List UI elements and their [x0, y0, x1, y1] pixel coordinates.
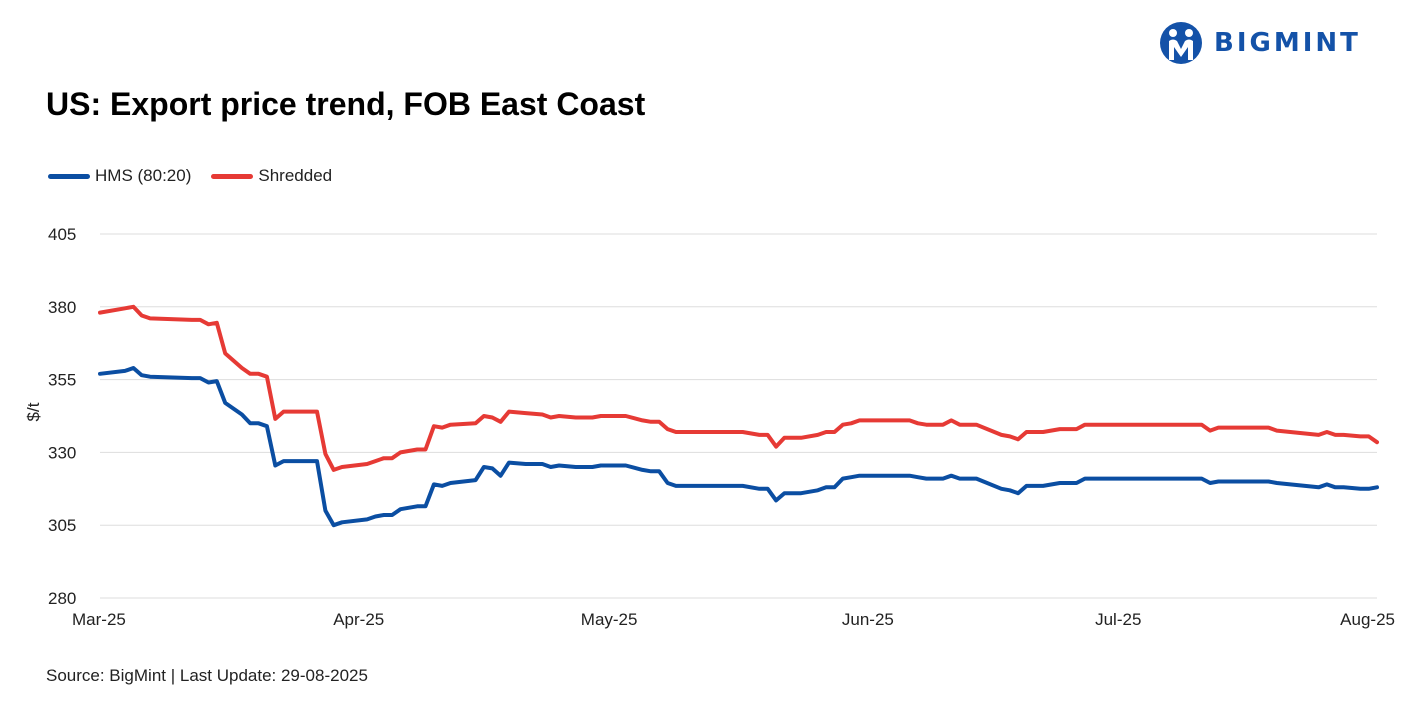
chart-title: US: Export price trend, FOB East Coast	[46, 86, 646, 122]
source-note: Source: BigMint | Last Update: 29-08-202…	[46, 666, 368, 685]
bigmint-logo: BIGMINT	[1158, 20, 1390, 66]
series-line-shredded	[98, 304, 1379, 472]
y-tick-label: 405	[48, 225, 76, 244]
x-tick-label: Mar-25	[72, 610, 126, 629]
legend-label-hms: HMS (80:20)	[95, 166, 192, 185]
y-tick-label: 380	[48, 298, 76, 317]
bigmint-logo-icon	[1160, 22, 1202, 64]
y-tick-label: 355	[48, 371, 76, 390]
gridlines	[100, 233, 1377, 599]
series-lines	[98, 304, 1379, 528]
y-axis-label: $/t	[24, 402, 43, 421]
x-tick-label: Jul-25	[1095, 610, 1141, 629]
x-axis-ticks: Mar-25 Apr-25 May-25 Jun-25 Jul-25 Aug-25	[72, 610, 1395, 629]
legend-swatch-hms	[48, 173, 90, 179]
x-tick-label: Aug-25	[1340, 610, 1395, 629]
y-tick-label: 330	[48, 443, 76, 462]
brand-name: BIGMINT	[1214, 28, 1361, 58]
legend-swatch-shredded	[211, 173, 254, 179]
x-tick-label: May-25	[581, 610, 638, 629]
y-axis-ticks: 280 305 330 355 380 405	[48, 225, 76, 608]
x-tick-label: Jun-25	[842, 610, 894, 629]
x-tick-label: Apr-25	[333, 610, 384, 629]
legend-item-hms: HMS (80:20)	[48, 166, 191, 186]
legend-item-shredded: Shredded	[211, 166, 332, 186]
y-tick-label: 280	[48, 589, 76, 608]
chart-legend: HMS (80:20) Shredded	[48, 166, 352, 186]
series-line-hms	[98, 366, 1379, 528]
y-tick-label: 305	[48, 516, 76, 535]
legend-label-shredded: Shredded	[258, 166, 333, 185]
